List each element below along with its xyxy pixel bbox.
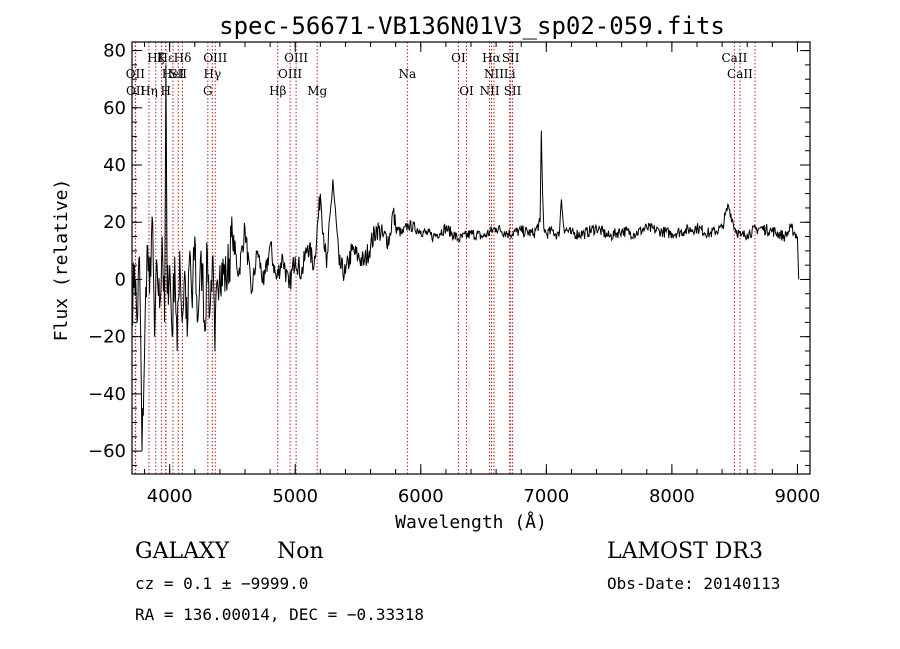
x-axis-ticks: 4000 5000 6000 7000 8000 9000 [144, 42, 821, 507]
line-label: Na [399, 67, 417, 81]
line-label: Hζ [147, 51, 164, 65]
line-label: OI [459, 84, 474, 98]
line-label: Hε [158, 51, 175, 65]
survey-name: LAMOST DR3 [607, 539, 763, 564]
x-tick-label: 4000 [147, 486, 193, 507]
y-tick-label: 0 [115, 269, 126, 290]
y-tick-label: −60 [88, 441, 126, 462]
y-tick-label: 20 [103, 212, 126, 233]
y-axis-label: Flux (relative) [51, 179, 72, 342]
y-tick-label: 60 [103, 98, 126, 119]
line-label: NII [480, 84, 500, 98]
y-axis-ticks: −60 −40 −20 0 20 40 60 80 [88, 41, 810, 466]
line-label: Li [504, 67, 516, 81]
x-tick-label: 6000 [398, 486, 444, 507]
x-tick-label: 8000 [649, 486, 695, 507]
line-label: OI [451, 51, 466, 65]
line-label: CaII [727, 67, 753, 81]
chart-title: spec-56671-VB136N01V3_sp02-059.fits [219, 12, 725, 40]
line-label: K [157, 51, 167, 65]
line-label: OIII [284, 51, 308, 65]
line-label: OII [126, 84, 146, 98]
line-label: OIII [278, 67, 302, 81]
line-label: Hη [140, 84, 158, 98]
line-label: OIII [203, 51, 227, 65]
y-tick-label: 80 [103, 41, 126, 62]
coordinates: RA = 136.00014, DEC = −0.33318 [135, 605, 424, 624]
line-label: Hβ [269, 84, 286, 98]
plot-frame [131, 41, 811, 475]
y-tick-label: −20 [88, 327, 126, 348]
line-label: HeI [162, 67, 185, 81]
obs-date: Obs-Date: 20140113 [607, 574, 780, 593]
line-label: SII [502, 51, 520, 65]
line-label: SII [169, 67, 187, 81]
line-label: G [203, 84, 213, 98]
y-tick-label: 40 [103, 155, 126, 176]
spectrum-line [131, 64, 800, 452]
object-class: GALAXY [135, 539, 230, 564]
line-label: Hδ [174, 51, 192, 65]
x-tick-label: 5000 [272, 486, 318, 507]
line-label: Hγ [204, 67, 222, 81]
line-label: CaII [722, 51, 748, 65]
x-tick-label: 9000 [775, 486, 821, 507]
line-label: OII [126, 67, 146, 81]
object-subclass: Non [277, 539, 324, 564]
line-label: NII [484, 67, 504, 81]
line-label: SII [504, 84, 522, 98]
line-label: Hα [482, 51, 501, 65]
y-tick-label: −40 [88, 384, 126, 405]
line-label: Mg [307, 84, 327, 98]
x-axis-label: Wavelength (Å) [395, 511, 547, 533]
x-tick-label: 7000 [523, 486, 569, 507]
redshift-value: cz = 0.1 ± −9999.0 [135, 574, 308, 593]
